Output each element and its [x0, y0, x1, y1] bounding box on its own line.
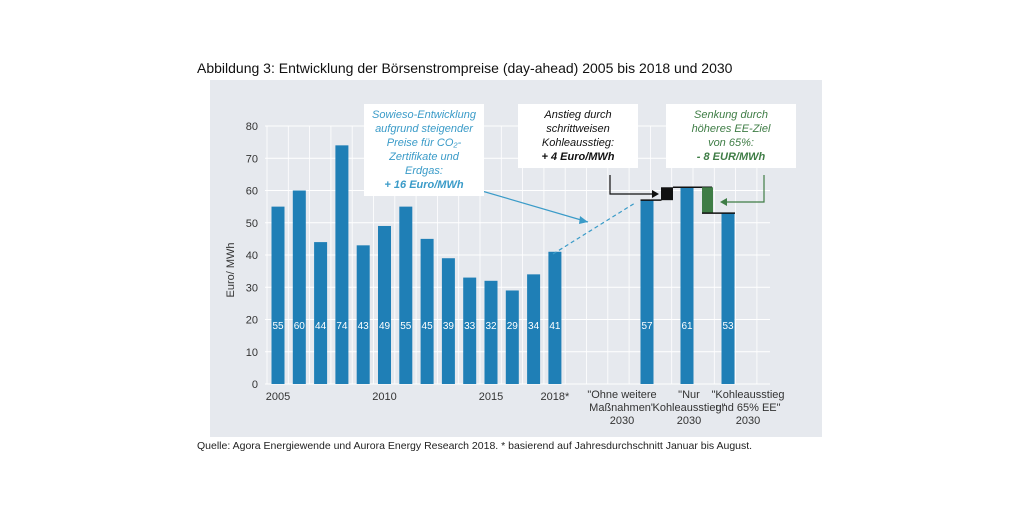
bar-value-label: 44: [315, 321, 327, 332]
annotation-line: Zertifikate und Erdgas:: [389, 151, 459, 177]
bar-value-label: 41: [549, 321, 561, 332]
annotation-senkung: Senkung durch höheres EE-Ziel von 65%: - 8 …: [666, 104, 796, 168]
bar-2009: [356, 245, 370, 384]
dashed-trend-line: [552, 202, 636, 255]
annotation-line: schrittweisen: [546, 123, 610, 135]
annotation-anstieg: Anstieg durch schrittweisen Kohleausstieg:…: [518, 104, 638, 168]
arrow-head: [720, 198, 727, 206]
delta-bar-anstieg: [661, 187, 673, 201]
x-tick-label: "Ohne weitere: [587, 389, 656, 401]
y-tick-label: 30: [246, 282, 258, 294]
y-tick-label: 50: [246, 218, 258, 230]
arrow-head: [579, 216, 588, 224]
x-tick-label: 2005: [266, 391, 290, 403]
bar-2010: [378, 225, 391, 384]
x-tick-label: 2015: [479, 391, 503, 403]
annotation-line: Senkung durch: [694, 109, 768, 121]
x-tick-label: 2010: [372, 391, 396, 403]
bar-2011: [399, 206, 413, 384]
x-tick-label: 2030: [736, 415, 760, 427]
x-tick-label: 2030: [610, 415, 634, 427]
arrow-anstieg: [609, 175, 655, 195]
annotation-sowieso: Sowieso-Entwicklung aufgrund steigender Pr…: [364, 104, 484, 196]
bar-value-label: 74: [336, 321, 348, 332]
bar-2018: [548, 251, 562, 384]
x-tick-label: und 65% EE": [715, 402, 780, 414]
bar-value-label: 45: [422, 321, 434, 332]
annotation-line: Preise für CO₂-: [386, 137, 462, 149]
annotation-line: Kohleausstieg:: [541, 137, 615, 149]
source-note: Quelle: Agora Energiewende und Aurora En…: [197, 440, 753, 452]
x-tick-label: Maßnahmen": [589, 402, 655, 414]
bar-value-label: 61: [681, 321, 693, 332]
y-tick-label: 40: [246, 250, 258, 262]
bar-value-label: 33: [464, 321, 476, 332]
bar-2012: [420, 238, 434, 384]
bar-value-label: 29: [507, 321, 519, 332]
bar-scenario-3: [721, 213, 735, 384]
x-tick-label: Kohleausstieg": [652, 402, 725, 414]
x-tick-label: "Nur: [678, 389, 700, 401]
y-axis-label: Euro/ MWh: [225, 242, 237, 297]
annotation-line: aufgrund steigender: [375, 123, 473, 135]
bar-value-label: 55: [272, 321, 284, 332]
annotation-value: + 4 Euro/MWh: [541, 151, 615, 163]
bar-2017: [527, 274, 541, 384]
bar-2005: [271, 206, 285, 384]
arrow-head: [652, 190, 659, 198]
bar-2014: [463, 277, 477, 384]
bar-scenario-1: [640, 200, 654, 384]
x-tick-label: "Kohleausstieg: [711, 389, 784, 401]
bar-value-label: 39: [443, 321, 455, 332]
annotation-line: Sowieso-Entwicklung: [372, 109, 476, 121]
figure-title: Abbildung 3: Entwicklung der Börsenstrom…: [197, 60, 733, 76]
annotation-line: von 65%:: [708, 137, 754, 149]
y-tick-label: 80: [246, 121, 258, 133]
annotation-value: - 8 EUR/MWh: [696, 151, 766, 163]
x-tick-label: 2030: [677, 415, 701, 427]
y-tick-label: 60: [246, 186, 258, 198]
bar-2015: [484, 280, 498, 384]
bar-value-label: 49: [379, 321, 391, 332]
bar-value-label: 57: [641, 321, 653, 332]
annotation-value: + 16 Euro/MWh: [384, 179, 464, 191]
bar-value-label: 32: [485, 321, 497, 332]
y-tick-label: 20: [246, 315, 258, 327]
bar-2008: [335, 145, 349, 384]
bar-2007: [314, 242, 328, 384]
x-tick-label: 2018*: [541, 391, 570, 403]
y-tick-label: 0: [252, 379, 258, 391]
bar-2006: [292, 190, 306, 384]
bar-value-label: 60: [294, 321, 306, 332]
bar-scenario-2: [680, 187, 694, 384]
bar-value-label: 43: [358, 321, 370, 332]
annotation-line: höheres EE-Ziel: [691, 123, 771, 135]
arrow-senkung: [724, 175, 765, 203]
annotation-line: Anstieg durch: [544, 109, 612, 121]
bar-value-label: 34: [528, 321, 540, 332]
y-tick-label: 70: [246, 153, 258, 165]
bar-value-label: 53: [722, 321, 734, 332]
delta-bar-senkung: [702, 187, 713, 214]
bar-value-label: 55: [400, 321, 412, 332]
y-tick-label: 10: [246, 347, 258, 359]
bar-2013: [441, 258, 455, 384]
bar-2016: [505, 290, 519, 384]
